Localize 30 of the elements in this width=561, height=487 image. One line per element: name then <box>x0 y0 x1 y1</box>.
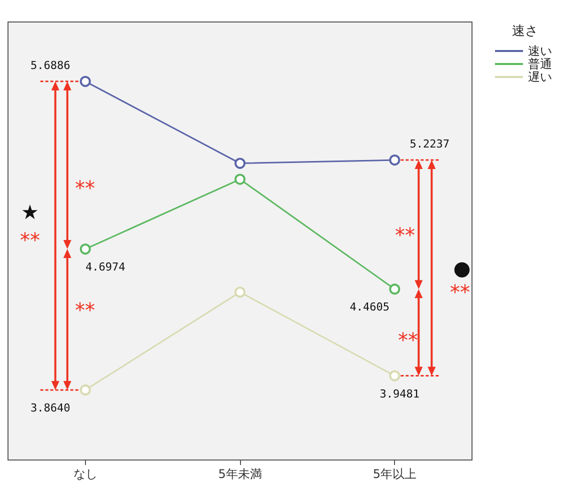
data-label: 5.6886 <box>30 58 70 72</box>
annotation: ** <box>20 228 40 252</box>
point <box>80 76 91 87</box>
point <box>234 174 246 185</box>
legend-title: 速さ <box>512 24 538 39</box>
legend-label: 普通 <box>528 57 552 71</box>
data-label: 4.4605 <box>350 300 390 314</box>
point <box>389 284 400 295</box>
annotation: ** <box>395 223 415 247</box>
data-label: 4.6974 <box>85 260 126 274</box>
data-label: 5.2237 <box>410 138 450 151</box>
point <box>234 158 246 169</box>
annotation: ● <box>453 256 471 280</box>
x-tick-label: なし <box>73 467 98 481</box>
x-tick-label: 5年以上 <box>372 467 416 481</box>
point <box>234 286 246 298</box>
point <box>389 154 400 166</box>
annotation: ** <box>75 176 95 200</box>
annotation: ** <box>450 280 470 304</box>
point <box>80 244 91 255</box>
data-label: 3.8640 <box>30 401 70 414</box>
annotation: ** <box>398 328 418 352</box>
point <box>80 384 91 396</box>
legend-label: 遅い <box>528 70 552 84</box>
annotation: ★ <box>21 200 39 224</box>
annotation: ** <box>75 298 95 322</box>
x-tick-label: 5年未満 <box>218 467 262 481</box>
legend-label: 速い <box>528 44 552 58</box>
data-label: 3.9481 <box>380 387 420 400</box>
point <box>389 370 400 382</box>
